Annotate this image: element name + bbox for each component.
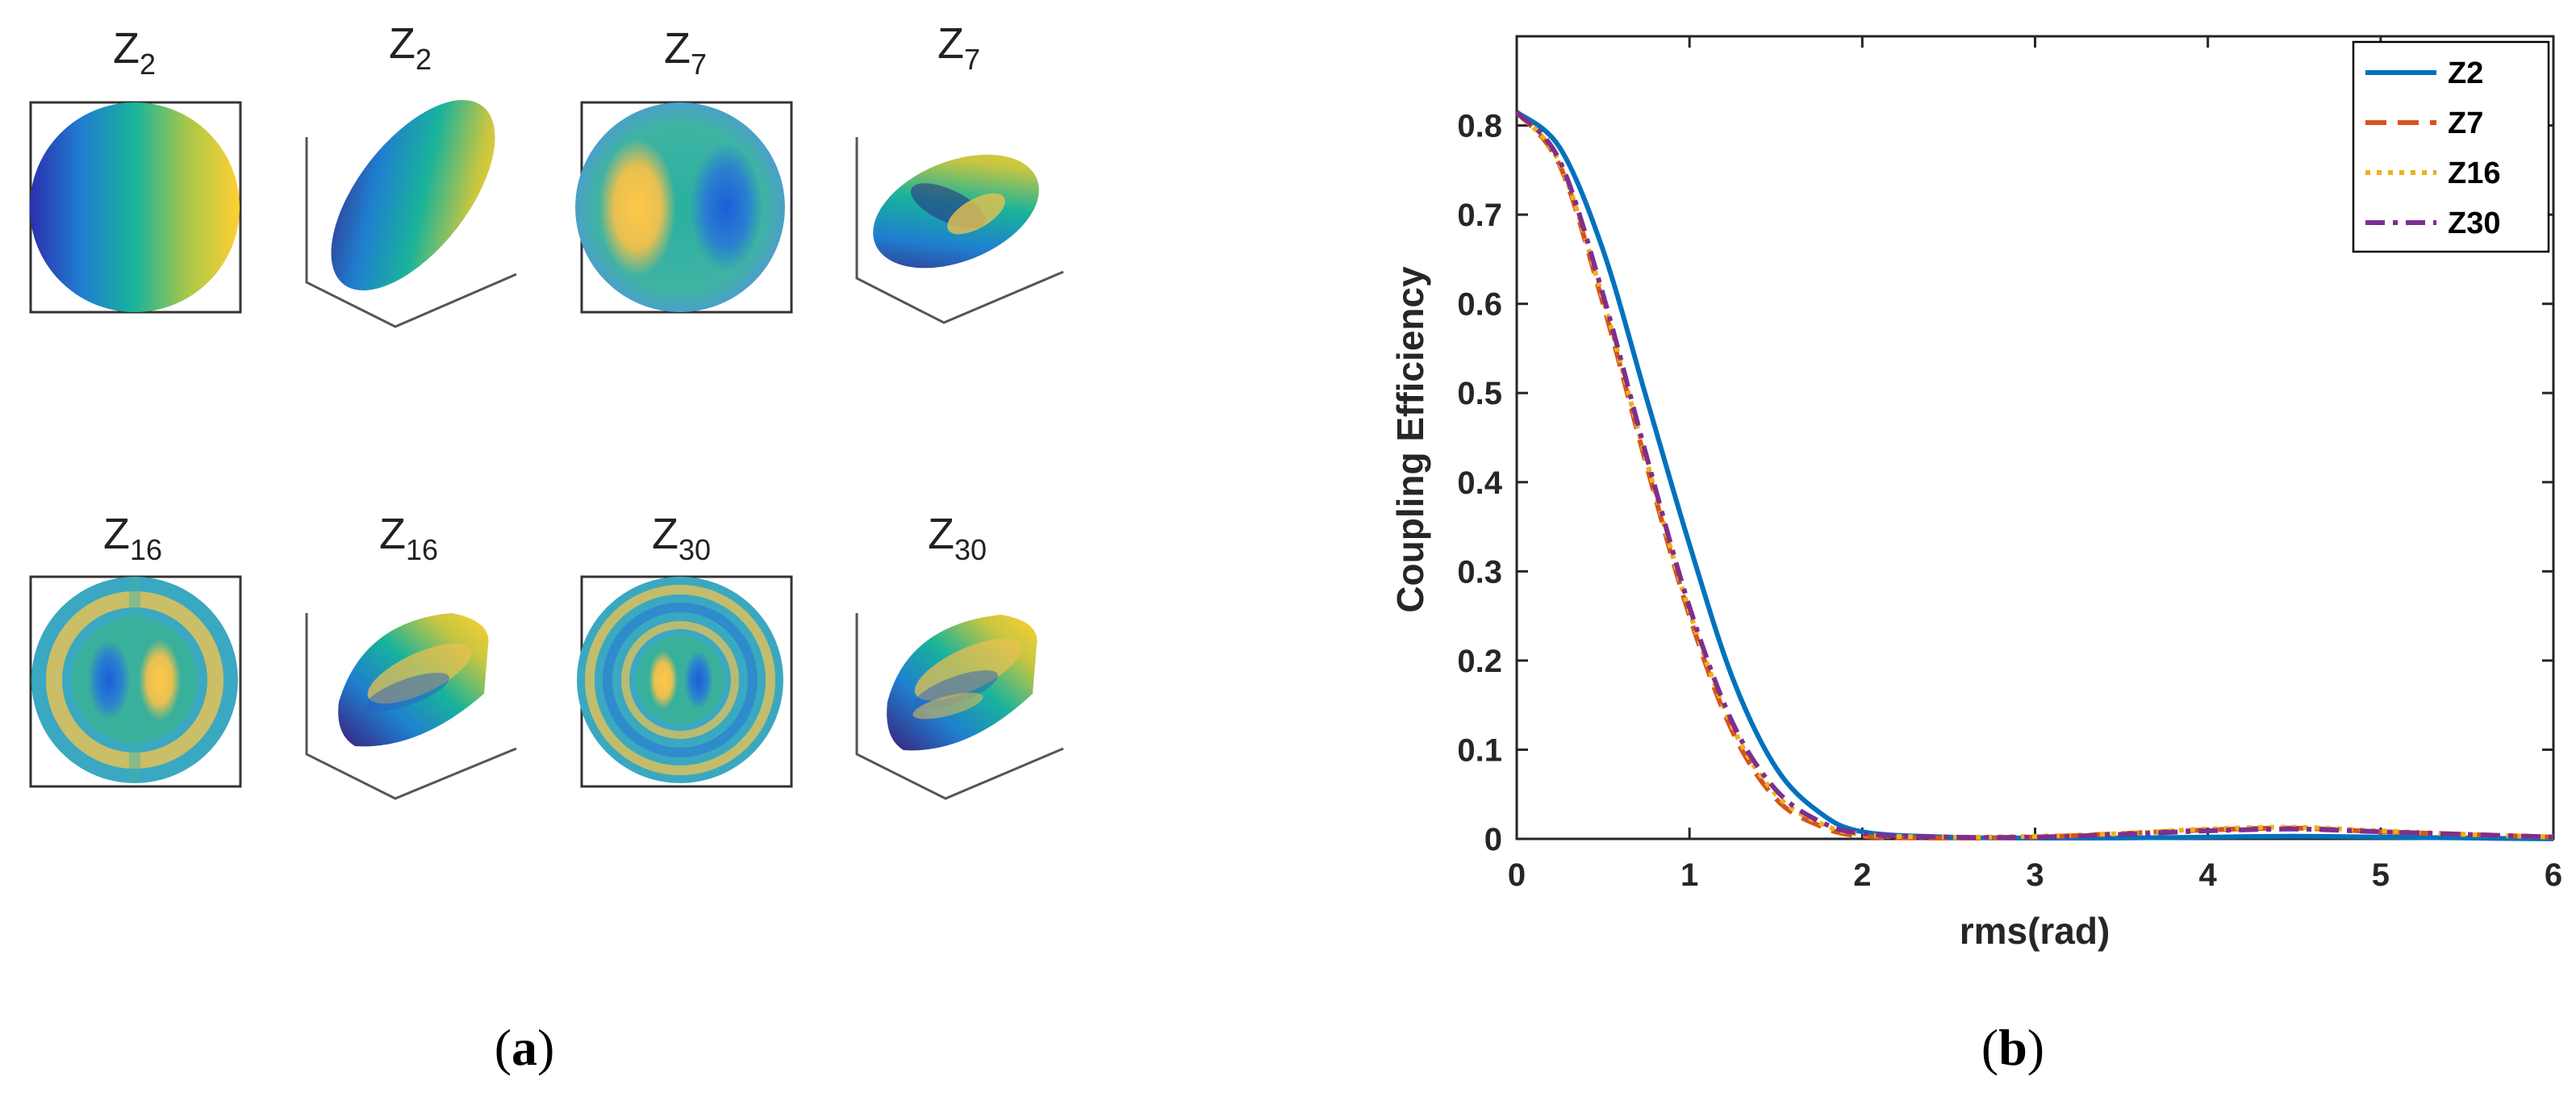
x-tick-label: 4 <box>2199 857 2218 893</box>
y-tick-label: 0.1 <box>1457 732 1502 768</box>
z7-phase-map <box>575 102 785 312</box>
legend-label-z30: Z30 <box>2448 206 2500 240</box>
tile-title-letter: Z <box>652 510 678 558</box>
svg-text:Z7: Z7 <box>664 24 707 81</box>
tile-title-letter: Z <box>113 24 140 73</box>
tile-title-letter: Z <box>664 24 691 73</box>
y-tick-label: 0.2 <box>1457 644 1502 679</box>
y-tick-label: 0.4 <box>1457 465 1502 501</box>
panel-a-label: (a) <box>495 1019 555 1076</box>
panel-a: Z2 Z2 Z7 <box>29 19 1064 1076</box>
y-tick-label: 0.6 <box>1457 287 1502 323</box>
svg-text:Z16: Z16 <box>103 510 162 566</box>
y-tick-label: 0.8 <box>1457 109 1502 144</box>
z2-phase-map <box>30 102 240 312</box>
z2-3d-tile: Z2 <box>305 19 517 328</box>
svg-text:Z2: Z2 <box>389 19 432 76</box>
legend: Z2 Z7 Z16 Z30 <box>2352 40 2550 253</box>
svg-text:Z30: Z30 <box>652 510 711 566</box>
panel-b-label: (b) <box>1981 1019 2044 1076</box>
z16-phase-map <box>31 577 238 783</box>
legend-label-z7: Z7 <box>2448 106 2483 140</box>
panel-b: 0 0.1 0.2 0.3 0.4 0.5 0.6 0.7 0.8 0 1 2 3 4 5 6 rms(ra… <box>1389 35 2562 1076</box>
tile-title-letter: Z <box>937 19 964 68</box>
series-layer <box>1514 110 2554 841</box>
x-tick-label: 1 <box>1680 857 1698 893</box>
legend-box <box>2352 40 2550 253</box>
y-tick-label: 0 <box>1484 822 1502 857</box>
svg-text:Z7: Z7 <box>937 19 980 76</box>
y-tick-label: 0.5 <box>1457 376 1502 411</box>
svg-text:Z16: Z16 <box>379 510 438 566</box>
z7-2d-tile: Z7 <box>575 24 793 314</box>
tile-title-sub: 30 <box>678 533 711 566</box>
tile-title-sub: 16 <box>406 533 438 566</box>
y-tick-label: 0.7 <box>1457 198 1502 233</box>
tile-title-letter: Z <box>389 19 415 68</box>
tile-title-letter: Z <box>379 510 406 558</box>
legend-label-z2: Z2 <box>2448 56 2483 90</box>
tile-title-sub: 30 <box>954 533 987 566</box>
x-tick-label: 6 <box>2545 857 2562 893</box>
series-line-z30 <box>1514 110 2554 840</box>
tile-title-sub: 16 <box>130 533 162 566</box>
tile-title-sub: 2 <box>140 48 156 81</box>
tile-title-sub: 7 <box>691 48 707 81</box>
tile-title-letter: Z <box>103 510 130 558</box>
x-tick-label: 0 <box>1508 857 1526 893</box>
z30-3d-tile: Z30 <box>855 510 1064 800</box>
z2-surface <box>331 100 495 290</box>
y-axis: 0 0.1 0.2 0.3 0.4 0.5 0.6 0.7 0.8 <box>1457 109 2553 857</box>
tile-title-sub: 7 <box>964 43 980 76</box>
x-axis: 0 1 2 3 4 5 6 <box>1508 36 2562 893</box>
tile-title-sub: 2 <box>415 43 432 76</box>
z16-3d-tile: Z16 <box>305 510 517 800</box>
x-tick-label: 3 <box>2026 857 2044 893</box>
x-tick-label: 5 <box>2372 857 2390 893</box>
z2-2d-tile: Z2 <box>29 24 242 314</box>
z7-3d-tile: Z7 <box>855 19 1064 324</box>
svg-text:Z2: Z2 <box>113 24 156 81</box>
x-axis-label: rms(rad) <box>1960 910 2110 952</box>
tile-title-letter: Z <box>928 510 954 558</box>
z16-2d-tile: Z16 <box>29 510 242 788</box>
x-tick-label: 2 <box>1853 857 1871 893</box>
y-axis-label: Coupling Efficiency <box>1389 266 1431 613</box>
legend-label-z16: Z16 <box>2448 156 2500 190</box>
svg-text:Z30: Z30 <box>928 510 987 566</box>
y-tick-label: 0.3 <box>1457 554 1502 590</box>
z30-phase-map <box>577 577 783 783</box>
z30-2d-tile: Z30 <box>577 510 793 788</box>
